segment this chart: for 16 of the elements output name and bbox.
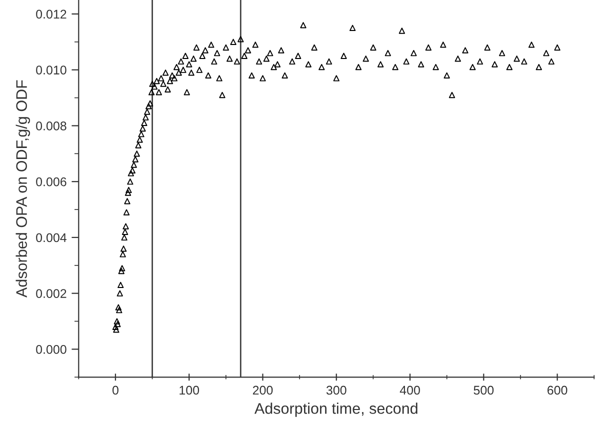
- x-tick-label: 500: [474, 386, 494, 395]
- x-tick-label: 400: [400, 386, 420, 395]
- x-axis-title: Adsorption time, second: [254, 402, 418, 417]
- y-axis-title: Adsorbed OPA on ODF,g/g ODF: [16, 80, 30, 298]
- y-tick-label: 0.000: [36, 345, 66, 354]
- y-tick-label: 0.010: [36, 66, 66, 74]
- x-tick-label: 0: [112, 386, 118, 395]
- x-tick-label: 200: [252, 386, 273, 395]
- y-tick-label: 0.008: [36, 122, 66, 130]
- y-tick-label: 0.002: [36, 289, 66, 298]
- y-tick-label: 0.004: [36, 233, 66, 242]
- x-tick-label: 600: [548, 386, 568, 395]
- y-tick-label: 0.012: [36, 10, 66, 19]
- x-tick-label: 300: [326, 386, 346, 395]
- y-tick-label: 0.006: [36, 177, 66, 186]
- x-tick-label: 100: [180, 386, 200, 395]
